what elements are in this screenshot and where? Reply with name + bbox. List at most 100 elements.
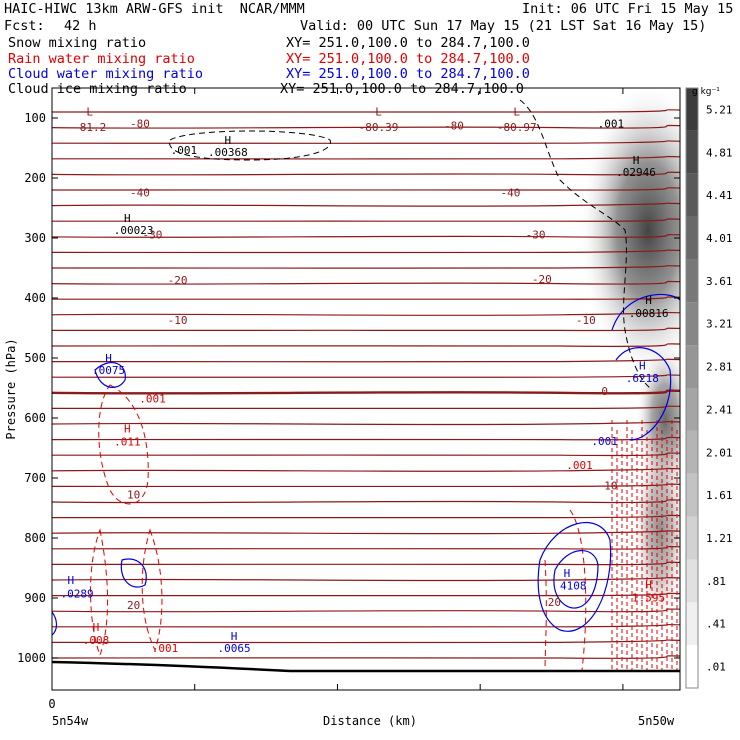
field-cloudice-xy: XY= 251.0,100.0 to 284.7,100.0 <box>280 81 524 97</box>
colorbar-level-label: 1.21 <box>706 532 733 545</box>
colorbar-level-label: 1.61 <box>706 489 733 502</box>
colorbar-frame <box>685 87 699 689</box>
field-rain-xy: XY= 251.0,100.0 to 284.7,100.0 <box>286 51 530 67</box>
cloud_ice-extremum-marker: H <box>633 154 640 167</box>
isotherm-line <box>52 109 680 113</box>
cloud_water-contour-label: .0065 <box>218 642 251 655</box>
field-cloudwater-xy: XY= 251.0,100.0 to 284.7,100.0 <box>286 66 530 82</box>
cloud_ice-contour-label: .00816 <box>629 307 669 320</box>
colorbar-swatch <box>686 645 698 688</box>
y-tick-label: 400 <box>24 291 46 305</box>
colorbar-swatch <box>686 602 698 646</box>
x-axis-label: Distance (km) <box>323 714 417 728</box>
cloud-ice-contour <box>519 99 651 389</box>
y-tick-label: 300 <box>24 231 46 245</box>
colorbar-level-label: 4.41 <box>706 189 733 202</box>
isotherm-line <box>52 546 680 550</box>
cloud_water-contour-label: .0289 <box>61 587 94 600</box>
y-tick-label: 500 <box>24 351 46 365</box>
y-tick-label: 600 <box>24 411 46 425</box>
field-cloudice: Cloud ice mixing ratio <box>8 81 187 97</box>
colorbar-level-label: .01 <box>706 661 726 674</box>
isotherm-line <box>52 124 680 129</box>
isotherm-line <box>52 561 680 566</box>
isotherm-line <box>52 171 680 176</box>
y-axis-label: Pressure (hPa) <box>4 338 18 439</box>
colorbar-level-label: 5.21 <box>706 103 733 116</box>
temperature_contours-contour-label: -10 <box>168 314 188 327</box>
colorbar-swatch <box>686 388 698 431</box>
rain_water-extremum-marker: H <box>645 578 652 591</box>
isotherm-line <box>52 155 680 160</box>
rain-contour <box>90 528 109 657</box>
rain-contour <box>141 528 163 652</box>
rain_water-contour-label: .001 <box>566 459 593 472</box>
cloud-water-contour <box>52 611 58 636</box>
isotherm-line <box>52 218 680 222</box>
colorbar-swatch <box>686 88 698 131</box>
temperature_contours-contour-label: -80 <box>130 118 150 131</box>
rain_water-contour-label: .008 <box>83 634 110 647</box>
isotherm-line <box>52 592 680 597</box>
isotherm-line <box>52 358 680 363</box>
isotherm-line <box>52 421 680 426</box>
cloud-water-contour <box>553 550 599 609</box>
field-snow: Snow mixing ratio <box>8 35 147 51</box>
colorbar-swatch <box>686 473 698 517</box>
temperature_contours-contour-label: -10 <box>576 314 596 327</box>
x-end-label: 5n50w <box>638 714 675 728</box>
cloud-water-contour <box>537 522 612 632</box>
temperature_contours-contour-label: -30 <box>526 229 546 242</box>
rain_water-contour-label: .011 <box>114 436 141 449</box>
isotherm-line <box>52 452 680 457</box>
rain_water-extremum-marker: H <box>124 422 131 435</box>
cloud_water-extremum-marker: H <box>68 574 75 587</box>
fcst-label: Fcst: <box>4 18 45 34</box>
y-tick-label: 1000 <box>17 651 46 665</box>
cloud_ice-contour-label: .00023 <box>114 224 154 237</box>
temperature_contours-contour-label: -20 <box>532 273 552 286</box>
temperature_contours-contour-label: 20 <box>548 596 561 609</box>
colorbar: .01 .41 .81 1.21 1.61 2.01 2.41 2.81 3.21 3.61 4.0… <box>685 87 733 689</box>
cloud_ice-contour-label: .001 <box>171 144 198 157</box>
cloud_ice-extremum-marker: H <box>124 212 131 225</box>
title-line: HAIC-HIWC 13km ARW-GFS init NCAR/MMM <box>4 1 305 17</box>
colorbar-level-label: 3.61 <box>706 275 733 288</box>
temperature_contours-contour-label: -20 <box>168 274 188 287</box>
temperature_contours-contour-label: -30 <box>143 229 163 242</box>
isotherm-line <box>52 436 680 441</box>
plot-area <box>52 88 680 673</box>
colorbar-swatch <box>686 173 698 217</box>
temperature_contours-contour-label: -80.97 <box>497 121 537 134</box>
cloud_ice-extremum-marker: H <box>645 294 652 307</box>
colorbar-swatch <box>686 516 698 560</box>
cloud_water-contour-label: 4108 <box>560 580 587 593</box>
isotherm-line <box>52 280 680 285</box>
plot-frame <box>51 87 681 691</box>
isotherm-line <box>52 623 680 628</box>
y-tick-label: 900 <box>24 591 46 605</box>
isotherm-line <box>52 514 680 519</box>
colorbar-level-label: .81 <box>706 575 726 588</box>
valid-time: Valid: 00 UTC Sun 17 May 15 (21 LST Sat … <box>300 18 707 34</box>
x-axis: 0 <box>48 88 624 711</box>
temperature_contours-contour-label: -40 <box>501 187 521 200</box>
temperature_contours-contour-label: -80 <box>444 119 464 132</box>
ground-surface <box>52 660 680 673</box>
colorbar-level-label: 3.21 <box>706 318 733 331</box>
isotherm-line <box>52 249 680 254</box>
colorbar-level-label: .41 <box>706 618 726 631</box>
field-snow-xy: XY= 251.0,100.0 to 284.7,100.0 <box>286 35 530 51</box>
init-time: Init: 06 UTC Fri 15 May 15 <box>522 1 734 17</box>
rain_water-contour-label: .001 <box>152 642 179 655</box>
cloud_water-contour-label: .0075 <box>92 364 125 377</box>
plot-header: HAIC-HIWC 13km ARW-GFS init NCAR/MMM Ini… <box>0 0 740 100</box>
temperature_contours-contour-label: 10 <box>127 488 140 501</box>
cloud_water-extremum-marker: H <box>639 359 646 372</box>
colorbar-level-label: 4.81 <box>706 146 733 159</box>
isotherm-line <box>52 140 680 145</box>
cloud_ice-contour-label: .02946 <box>616 166 656 179</box>
rain_water-contour-label: .001 <box>139 392 166 405</box>
isotherm-line <box>52 499 680 504</box>
